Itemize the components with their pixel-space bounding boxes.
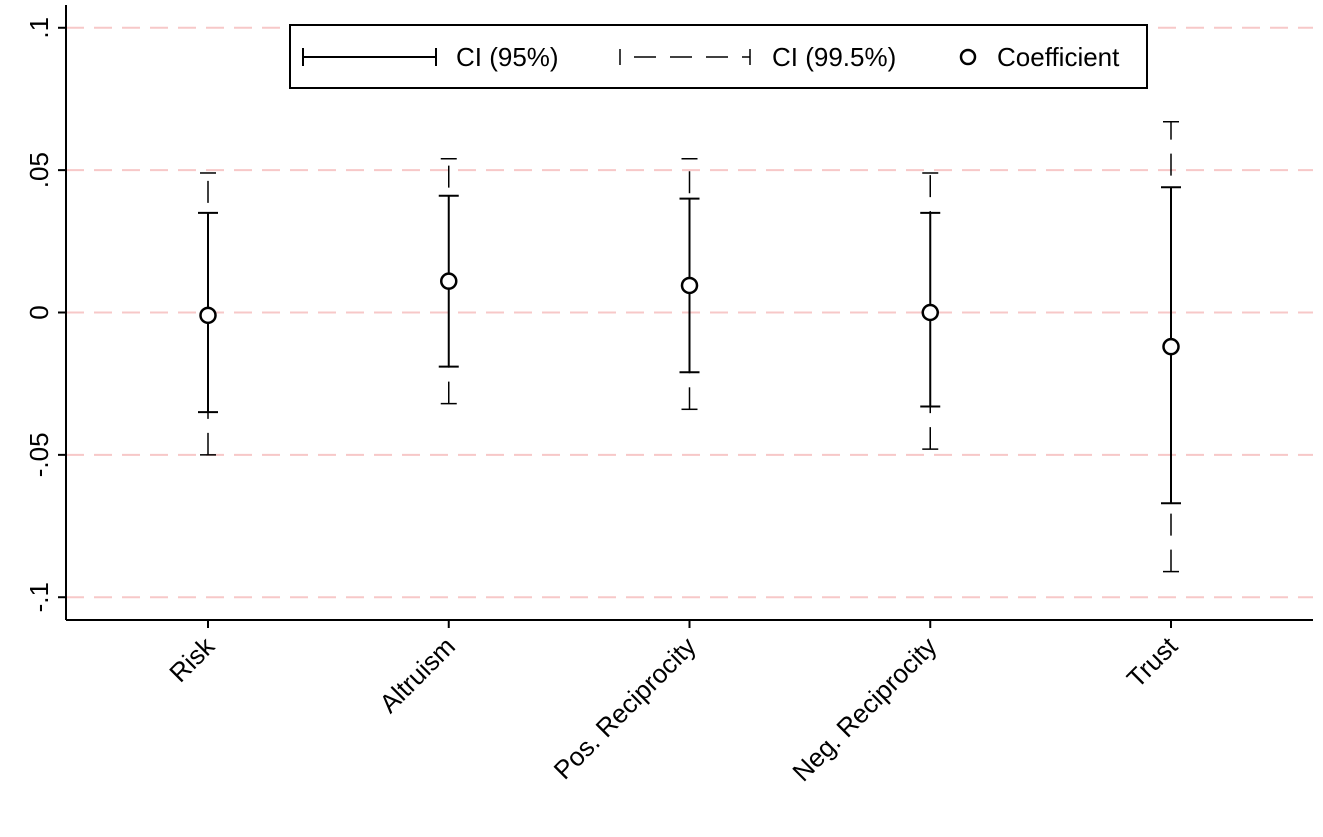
y-tick-label: .1 <box>24 17 54 39</box>
coefficient <box>1162 337 1180 356</box>
y-tick-label: .05 <box>24 152 54 188</box>
x-tick-label: Altruism <box>373 631 461 719</box>
x-tick-label: Risk <box>163 630 221 688</box>
legend-coefficient <box>959 48 977 66</box>
x-tick-label: Pos. Reciprocity <box>548 631 702 785</box>
coefficient <box>921 303 939 322</box>
legend-label: Coefficient <box>997 42 1120 72</box>
coefficient <box>199 306 217 325</box>
coefficient <box>440 272 458 290</box>
y-tick-label: 0 <box>24 305 54 319</box>
y-tick-label: -.1 <box>24 582 54 612</box>
legend-label: CI (95%) <box>456 42 559 72</box>
coefficient <box>680 276 699 295</box>
x-tick-label: Trust <box>1121 630 1184 693</box>
x-tick-label: Neg. Reciprocity <box>786 631 942 787</box>
y-tick-label: -.05 <box>24 432 54 477</box>
legend-label: CI (99.5%) <box>772 42 896 72</box>
